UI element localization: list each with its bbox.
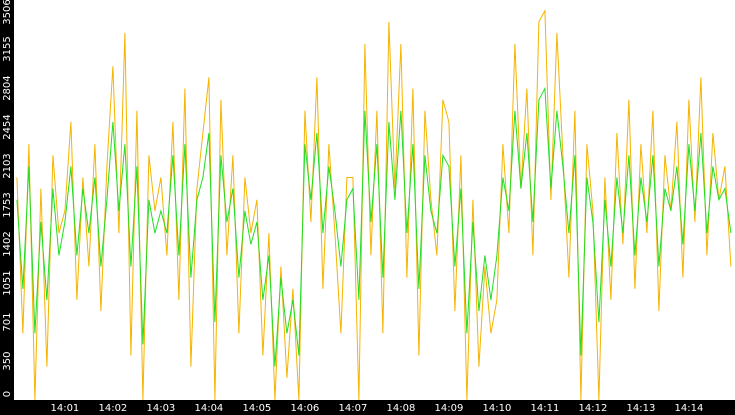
x-tick-label: 14:01 (50, 403, 79, 414)
x-tick-label: 14:04 (194, 403, 223, 414)
y-tick-label: 1402 (2, 231, 13, 256)
y-tick-label: 3155 (2, 36, 13, 61)
y-tick-label: 0 (2, 391, 13, 397)
x-tick-label: 14:12 (578, 403, 607, 414)
y-tick-label: 1051 (2, 270, 13, 295)
y-axis-strip (0, 0, 14, 415)
y-tick-label: 350 (2, 352, 13, 371)
y-tick-label: 2804 (2, 75, 13, 100)
x-tick-label: 14:06 (290, 403, 319, 414)
series-line (16, 8, 732, 401)
y-tick-label: 3506 (2, 0, 13, 25)
x-axis-strip (0, 400, 735, 415)
x-tick-label: 14:09 (434, 403, 463, 414)
y-tick-label: 2454 (2, 114, 13, 139)
y-tick-label: 1753 (2, 192, 13, 217)
x-tick-label: 14:10 (482, 403, 511, 414)
y-tick-label: 701 (2, 312, 13, 331)
x-tick-label: 14:05 (242, 403, 271, 414)
x-tick-label: 14:02 (98, 403, 127, 414)
x-tick-label: 14:08 (386, 403, 415, 414)
x-tick-label: 14:07 (338, 403, 367, 414)
x-tick-label: 14:14 (675, 403, 704, 414)
x-tick-label: 14:03 (146, 403, 175, 414)
y-tick-label: 2103 (2, 153, 13, 178)
x-tick-label: 14:13 (627, 403, 656, 414)
series-line (16, 86, 732, 367)
x-tick-label: 14:11 (530, 403, 559, 414)
